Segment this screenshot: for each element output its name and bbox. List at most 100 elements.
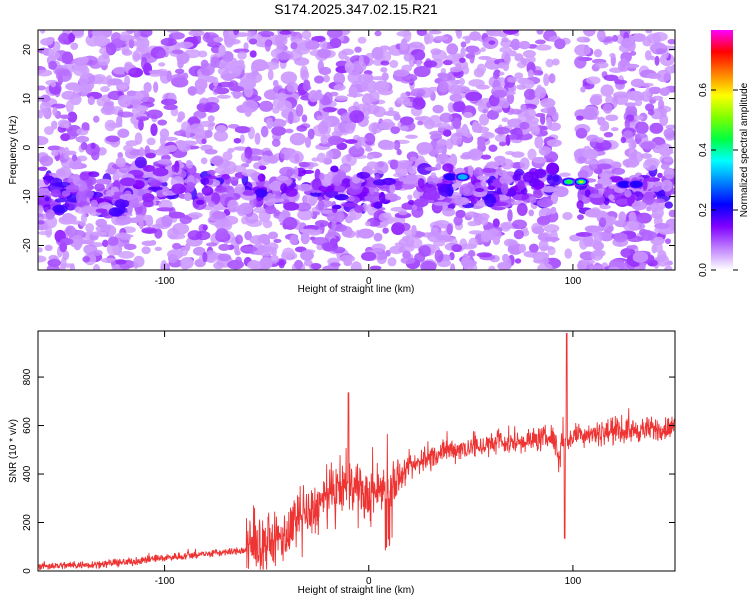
heatmap-cell (232, 91, 243, 98)
heatmap-cell (488, 144, 498, 152)
heatmap-cell (47, 258, 62, 267)
heatmap-cell (200, 63, 215, 76)
heatmap-cell (389, 245, 404, 255)
heatmap-cell (75, 135, 90, 143)
heatmap-cell (656, 69, 672, 83)
heatmap-cell (450, 263, 456, 270)
heatmap-cell (532, 156, 547, 164)
heatmap-cell (51, 149, 59, 157)
heatmap-cell (284, 128, 294, 134)
heatmap-cell (154, 246, 163, 251)
heatmap-cell (102, 239, 109, 248)
heatmap-cell (239, 78, 256, 90)
heatmap-cell (576, 200, 584, 210)
heatmap-cell (186, 181, 195, 192)
snr-ytick-label: 200 (22, 514, 33, 531)
heatmap-cell (540, 207, 552, 216)
heatmap-cell (371, 47, 384, 60)
heatmap-cell (360, 81, 369, 92)
heatmap-cell (528, 243, 539, 253)
heatmap-cell (314, 220, 329, 228)
heatmap-cell (632, 115, 644, 121)
heatmap-cell (517, 180, 525, 191)
heatmap-cell (575, 127, 588, 139)
heatmap-cell (518, 40, 531, 50)
colorbar-tick-label: 0.4 (698, 143, 709, 157)
heatmap-cell (416, 59, 422, 68)
heatmap-cell (412, 97, 426, 110)
heatmap-cell (344, 122, 355, 134)
heatmap-cell (240, 246, 258, 253)
heatmap-cell (281, 247, 295, 260)
heatmap-cell (640, 141, 656, 150)
heatmap-cell (38, 220, 45, 225)
heatmap-cell (210, 45, 221, 54)
heatmap-cell (501, 117, 509, 123)
heatmap-cell (530, 126, 540, 136)
heatmap-cell (544, 236, 560, 242)
heatmap-cell (124, 243, 137, 250)
heatmap-cell (487, 185, 496, 191)
heatmap-cell (201, 185, 214, 196)
heatmap-cell (470, 197, 477, 205)
heatmap-cell (589, 95, 603, 106)
heatmap-cell (499, 174, 513, 185)
heatmap-cell (507, 239, 518, 246)
heatmap-cell (247, 30, 256, 37)
heatmap-cell (282, 217, 298, 230)
heatmap-cell (664, 201, 673, 209)
heatmap-cell (645, 103, 655, 112)
heatmap-cell (465, 91, 483, 102)
heatmap-cell (141, 240, 156, 246)
heatmap-cell (168, 233, 186, 240)
heatmap-cell (378, 191, 386, 204)
heatmap-cell (92, 263, 101, 270)
heatmap-xtick-label: -100 (155, 276, 175, 287)
heatmap-cell (543, 73, 550, 87)
heatmap-cell (296, 125, 308, 132)
heatmap-cell (307, 128, 315, 140)
heatmap-cell (430, 48, 442, 56)
heatmap-cell (494, 134, 508, 143)
heatmap-cell (299, 228, 317, 234)
heatmap-cell (71, 30, 85, 37)
heatmap-cell (480, 229, 492, 242)
heatmap-cell (142, 192, 155, 203)
heatmap-cell (259, 100, 274, 112)
heatmap-cell (294, 57, 310, 66)
heatmap-cell (233, 137, 242, 144)
heatmap-cell (71, 154, 78, 162)
heatmap-cell (511, 151, 525, 158)
heatmap-cell (612, 34, 618, 42)
heatmap-cell (417, 163, 433, 175)
heatmap-cell (611, 167, 626, 175)
heatmap-cell (197, 50, 208, 58)
heatmap-cell (221, 173, 230, 180)
heatmap-cell (455, 209, 466, 219)
heatmap-cell (643, 159, 659, 171)
heatmap-cell (433, 178, 443, 184)
heatmap-cell (436, 153, 450, 163)
heatmap-cell (387, 257, 397, 267)
heatmap-cell (185, 160, 194, 169)
heatmap-cell (536, 215, 551, 226)
heatmap-cell (636, 212, 652, 224)
heatmap-cell (317, 121, 329, 135)
heatmap-cell (242, 191, 255, 196)
heatmap-cell (334, 193, 349, 201)
heatmap-cell (279, 166, 296, 177)
heatmap-cell (397, 160, 414, 165)
heatmap-cell (569, 234, 581, 242)
heatmap-cell (95, 218, 107, 228)
heatmap-cell (438, 81, 449, 93)
heatmap-cell (498, 62, 507, 69)
heatmap-cell (520, 57, 527, 64)
heatmap-cell (469, 31, 481, 41)
heatmap-cell (354, 205, 365, 213)
heatmap-cell (300, 69, 310, 81)
heatmap-cell (67, 111, 78, 123)
heatmap-cell (104, 105, 114, 112)
heatmap-cell (650, 213, 662, 219)
heatmap-cell (215, 125, 227, 133)
